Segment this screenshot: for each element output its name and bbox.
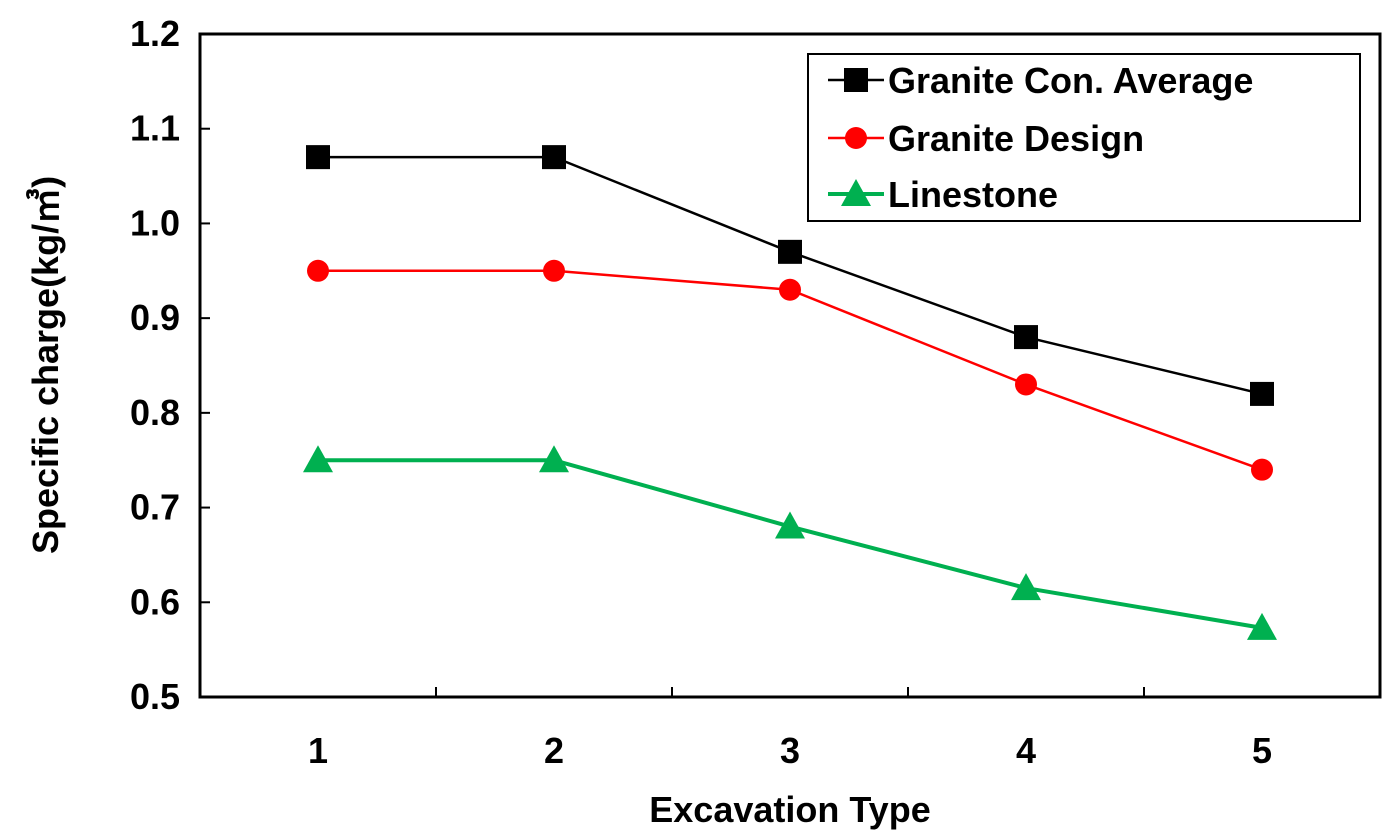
y-tick-label: 0.5	[130, 676, 180, 717]
legend-label: Linestone	[888, 174, 1058, 215]
data-point-triangle	[539, 445, 569, 473]
data-point-square	[778, 239, 802, 264]
legend-marker-triangle	[841, 179, 871, 206]
x-tick-label: 3	[780, 730, 800, 771]
y-axis-title: Specific charge(kg/㎥)	[25, 176, 66, 554]
legend: Granite Con. Average Granite Design Linest…	[807, 53, 1361, 222]
series-3	[303, 445, 1277, 640]
x-tick-label: 1	[308, 730, 328, 771]
data-point-circle	[1015, 373, 1037, 396]
data-point-circle	[543, 259, 565, 282]
series-layer	[303, 145, 1277, 640]
y-tick-label: 1.0	[130, 202, 180, 243]
x-axis-title: Excavation Type	[649, 789, 930, 830]
x-tick-label: 5	[1252, 730, 1272, 771]
data-point-square	[1250, 381, 1274, 406]
legend-label: Granite Con. Average	[888, 60, 1253, 101]
legend-label: Granite Design	[888, 118, 1144, 159]
legend-box	[807, 53, 1361, 222]
y-tick-label: 0.9	[130, 297, 180, 338]
data-point-circle	[307, 259, 329, 282]
data-point-square	[542, 145, 566, 170]
y-axis-ticks: 0.5 0.6 0.7 0.8 0.9 1.0 1.1 1.2	[130, 13, 210, 717]
data-point-square	[306, 145, 330, 170]
legend-item: Linestone	[828, 174, 1058, 215]
data-point-square	[1014, 325, 1038, 350]
y-tick-label: 0.7	[130, 487, 180, 528]
series-2	[307, 259, 1273, 481]
data-point-circle	[779, 278, 801, 301]
x-tick-label: 2	[544, 730, 564, 771]
data-point-triangle	[775, 511, 805, 539]
y-tick-label: 1.1	[130, 108, 180, 149]
legend-item: Granite Con. Average	[828, 60, 1253, 101]
legend-item: Granite Design	[828, 118, 1144, 159]
series-1	[306, 145, 1274, 406]
data-point-triangle	[1011, 573, 1041, 601]
y-tick-label: 1.2	[130, 13, 180, 54]
data-point-triangle	[1247, 612, 1277, 640]
legend-marker-circle	[845, 127, 867, 149]
data-point-triangle	[303, 445, 333, 473]
legend-items: Granite Con. Average Granite Design Linest…	[828, 60, 1253, 215]
data-point-circle	[1251, 458, 1273, 481]
x-axis-ticks: 1 2 3 4 5	[308, 687, 1272, 771]
y-tick-label: 0.6	[130, 581, 180, 622]
legend-marker-square	[844, 68, 868, 92]
y-tick-label: 0.8	[130, 392, 180, 433]
x-tick-label: 4	[1016, 730, 1036, 771]
